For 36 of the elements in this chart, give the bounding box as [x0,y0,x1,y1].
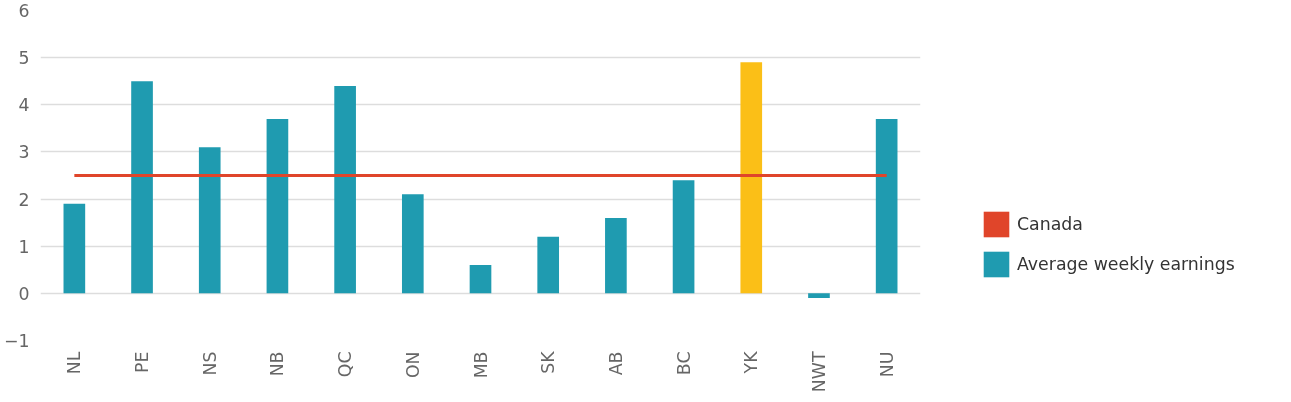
x-tick-label: NL [64,351,85,375]
x-tick-label: BC [673,351,694,376]
bar [131,81,153,294]
x-tick-label: AB [605,351,626,376]
bar [740,62,763,294]
x-tick-label: ON [402,351,423,379]
y-tick-label: −1 [3,331,30,351]
bar [537,236,560,294]
y-tick-label: 1 [18,236,30,257]
bar [672,180,695,294]
x-tick-label: NB [267,351,288,377]
bar [63,203,86,294]
bar [266,118,289,294]
bar [875,118,898,294]
x-tick-label: NS [199,351,220,376]
y-tick-label: 5 [18,48,30,69]
y-tick-label: 4 [18,95,30,116]
legend-label: Average weekly earnings [1017,254,1235,274]
x-tick-label: YK [741,350,762,375]
x-tick-label: NU [876,351,897,378]
bar [198,147,221,294]
y-tick-label: 0 [18,283,30,304]
x-tick-label: NWT [808,351,829,393]
x-tick-label: QC [335,351,356,378]
bar [334,85,356,294]
bar [808,293,830,299]
x-tick-label: PE [132,351,153,373]
y-tick-label: 2 [18,189,30,210]
x-tick-label: MB [470,351,491,379]
legend-label: Canada [1017,214,1083,234]
bar [605,217,627,294]
y-tick-label: 6 [18,1,30,21]
bar [469,265,492,294]
y-tick-label: 3 [18,142,30,163]
bar [401,194,424,294]
x-tick-label: SK [538,350,559,374]
